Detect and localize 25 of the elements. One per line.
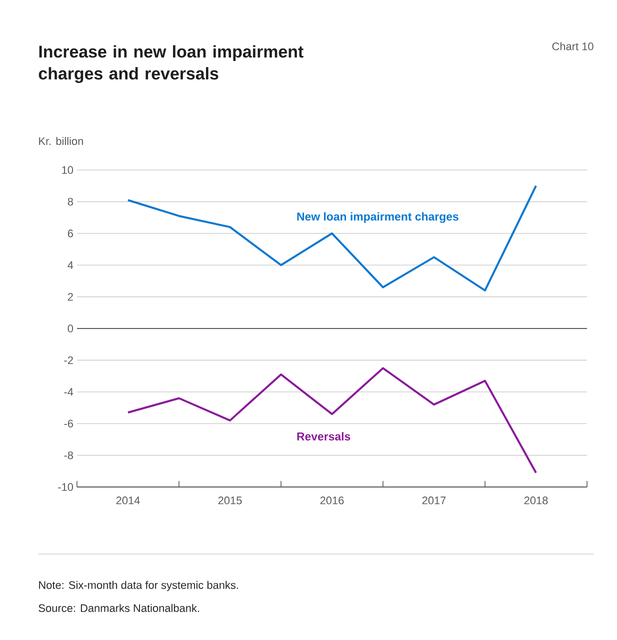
y-axis-title: Kr. billion bbox=[39, 136, 83, 146]
x-tick-label: 2015 bbox=[218, 496, 242, 504]
line-series bbox=[127, 184, 538, 292]
x-tick-label: 2018 bbox=[524, 496, 548, 504]
y-tick-label: 6 bbox=[68, 230, 73, 238]
y-tick-label: 0 bbox=[68, 324, 74, 332]
x-tick-label: 2014 bbox=[116, 496, 140, 504]
y-tick-label: 4 bbox=[68, 261, 74, 269]
source-note: Source: Danmarks Nationalbank. bbox=[38, 604, 199, 612]
y-tick-label: -6 bbox=[64, 420, 73, 428]
y-tick-label: -2 bbox=[64, 356, 73, 364]
line-series bbox=[127, 367, 538, 474]
y-tick-label: 8 bbox=[68, 198, 73, 206]
x-tick-label: 2016 bbox=[320, 496, 344, 504]
y-tick-label: -4 bbox=[64, 388, 74, 396]
chart-title: Increase in new loan impairment charges and reversals bbox=[38, 45, 304, 83]
x-tick-label: 2017 bbox=[422, 496, 446, 504]
y-tick-label: 2 bbox=[68, 292, 73, 301]
text: New loan impairment charges bbox=[297, 212, 458, 223]
text: Note: Six-month data for systemic banks. bbox=[39, 580, 238, 592]
text: Reversals bbox=[297, 432, 350, 440]
y-tick-label: -8 bbox=[64, 451, 73, 460]
y-tick-label: -10 bbox=[58, 483, 74, 491]
chart-subtitle: Chart 10 bbox=[552, 42, 594, 50]
y-tick-label: 10 bbox=[62, 166, 74, 174]
